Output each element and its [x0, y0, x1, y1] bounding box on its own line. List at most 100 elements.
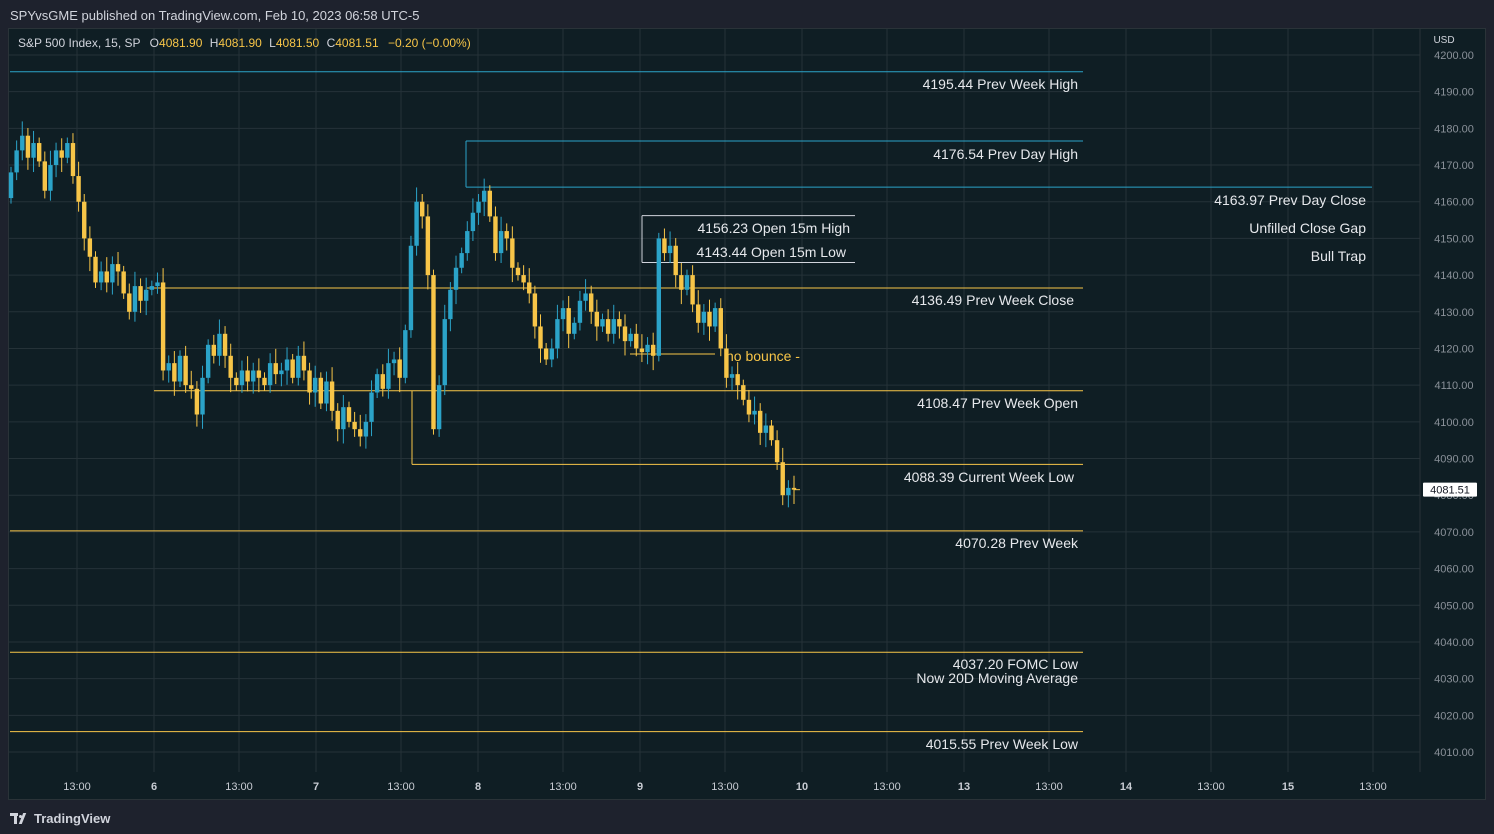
candle-body: [589, 293, 594, 312]
level-label: 4156.23 Open 15m High: [697, 220, 850, 236]
candle-body: [481, 190, 487, 202]
candle-body: [628, 333, 633, 342]
candle-body: [476, 201, 481, 213]
x-tick-label: 13:00: [63, 781, 91, 793]
candle-body: [239, 370, 245, 386]
candle-body: [420, 201, 425, 217]
open-value: 4081.90: [159, 36, 203, 50]
y-tick-label: 4040.00: [1434, 637, 1474, 649]
candle-body: [617, 319, 622, 327]
candle-body: [211, 344, 216, 356]
candle-body: [696, 304, 701, 323]
candle-body: [177, 355, 183, 382]
candle-body: [363, 421, 369, 437]
candle-body: [228, 355, 233, 378]
last-price-label: 4081.51: [1430, 485, 1470, 497]
x-tick-label: 6: [151, 781, 157, 793]
candle-body: [769, 425, 774, 441]
x-tick-label: 13: [958, 781, 970, 793]
candle-body: [656, 238, 662, 356]
tradingview-logo[interactable]: TradingView: [10, 811, 110, 826]
y-tick-label: 4070.00: [1434, 527, 1474, 539]
candle-body: [149, 286, 155, 290]
last-price-tag: [1423, 482, 1477, 497]
candle-body: [684, 275, 690, 290]
candle-body: [166, 363, 171, 371]
candle-body: [690, 275, 695, 305]
candle-body: [352, 421, 357, 430]
candle-body: [31, 143, 36, 158]
candle-body: [42, 161, 47, 191]
candle-body: [318, 377, 324, 404]
candle-body: [650, 344, 656, 356]
candle-body: [25, 135, 31, 158]
candle-body: [414, 201, 419, 246]
y-tick-label: 4190.00: [1434, 87, 1474, 99]
x-tick-label: 13:00: [873, 781, 901, 793]
candle-body: [76, 176, 81, 202]
candle-body: [436, 385, 442, 430]
candle-body: [143, 289, 149, 301]
candle-body: [465, 231, 470, 254]
candle-body: [205, 344, 211, 378]
published-credit: SPYvsGME published on TradingView.com, F…: [10, 8, 420, 23]
candle-body: [132, 286, 138, 312]
candle-body: [346, 407, 352, 422]
candle-body: [256, 370, 262, 378]
candle-body: [515, 267, 521, 276]
candle-body: [8, 172, 14, 199]
y-tick-label: 4150.00: [1434, 233, 1474, 245]
candle-body: [234, 377, 239, 386]
candle-body: [279, 370, 284, 375]
candle-body: [87, 238, 93, 257]
candle-body: [341, 407, 346, 430]
candle-body: [791, 487, 797, 490]
candle-body: [290, 359, 295, 378]
candle-body: [284, 359, 290, 371]
candle-body: [217, 333, 222, 356]
candle-body: [724, 348, 729, 378]
y-tick-label: 4100.00: [1434, 417, 1474, 429]
x-tick-label: 8: [475, 781, 481, 793]
candle-body: [267, 363, 273, 386]
candle-body: [14, 150, 19, 173]
x-tick-label: 13:00: [1359, 781, 1387, 793]
candle-body: [622, 326, 628, 342]
candle-body: [431, 275, 436, 430]
candle-body: [555, 319, 560, 349]
candle-body: [679, 275, 684, 290]
candle-body: [374, 374, 380, 393]
candle-body: [183, 355, 188, 386]
candle-body: [251, 370, 256, 382]
low-value: 4081.50: [275, 36, 320, 50]
close-label: C: [326, 36, 336, 50]
candle-body: [397, 359, 402, 378]
level-label: 4037.20 FOMC Low: [953, 656, 1079, 672]
candle-body: [391, 359, 397, 364]
candle-body: [222, 333, 228, 356]
candle-body: [774, 440, 780, 463]
candle-body: [504, 231, 509, 239]
candle-body: [448, 289, 453, 320]
top-bar: SPYvsGME published on TradingView.com, F…: [0, 0, 1494, 28]
brand-name: TradingView: [34, 811, 111, 826]
y-tick-label: 4060.00: [1434, 564, 1474, 576]
x-tick-label: 9: [637, 781, 643, 793]
candle-body: [408, 245, 414, 331]
candle-body: [763, 425, 769, 433]
candle-body: [712, 308, 718, 327]
tradingview-logo-icon: [10, 812, 30, 825]
y-tick-label: 4130.00: [1434, 307, 1474, 319]
candle-body: [358, 429, 363, 437]
y-tick-label: 4180.00: [1434, 123, 1474, 135]
candle-body: [127, 293, 132, 312]
candle-body: [752, 410, 757, 415]
y-tick-label: 4050.00: [1434, 600, 1474, 612]
candle-body: [403, 330, 408, 378]
level-label: 4070.28 Prev Week: [955, 535, 1079, 551]
candle-body: [307, 370, 312, 393]
candle-body: [572, 322, 577, 334]
candle-body: [324, 381, 329, 404]
candle-body: [245, 370, 250, 382]
